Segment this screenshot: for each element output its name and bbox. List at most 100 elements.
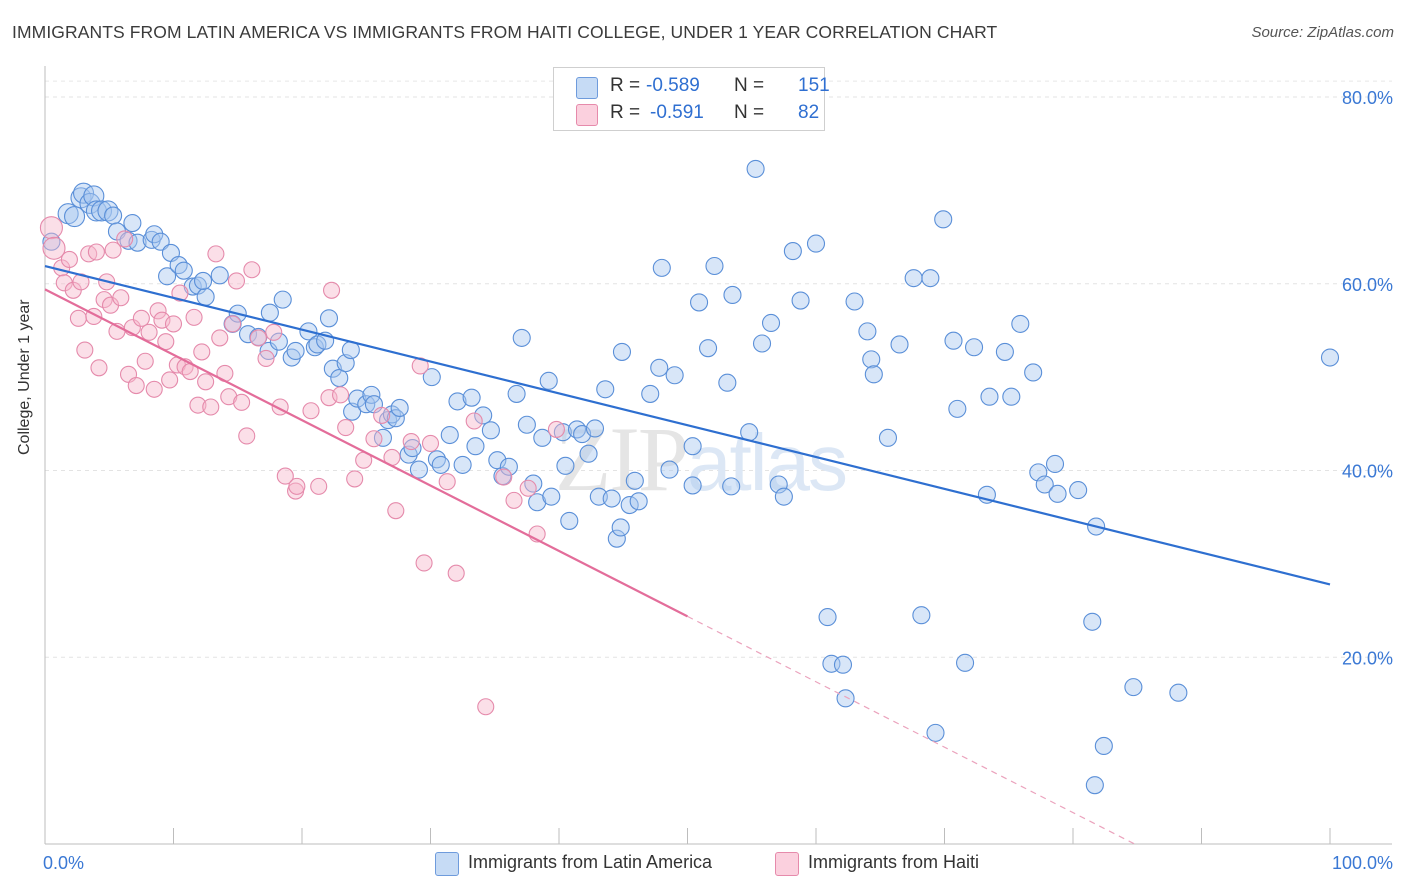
haiti-point — [249, 329, 267, 347]
latin-america-point — [585, 419, 605, 438]
haiti-point — [265, 323, 283, 341]
watermark: ZIPatlas — [555, 408, 848, 510]
latin-america-point — [858, 322, 877, 341]
latin-america-point — [1083, 612, 1102, 631]
latin-america-point — [934, 210, 953, 229]
latin-america-point — [453, 455, 472, 474]
latin-america-point — [612, 342, 632, 361]
haiti-point — [227, 272, 246, 290]
latin-america-point — [499, 457, 518, 476]
latin-america-point — [845, 292, 864, 311]
series-latin-america-points — [42, 159, 1340, 795]
latin-america-point — [625, 471, 644, 490]
haiti-point — [495, 468, 513, 486]
haiti-point — [116, 230, 134, 248]
latin-america-point — [683, 437, 702, 456]
latin-america-point — [818, 608, 837, 627]
legend-r-value: -0.591 — [650, 102, 704, 123]
legend-r-label: R = — [610, 102, 641, 123]
haiti-point — [310, 477, 328, 495]
latin-america-point — [722, 477, 741, 496]
haiti-point — [438, 473, 456, 491]
latin-america-point — [104, 206, 123, 225]
grid-lines — [45, 80, 1392, 658]
latin-america-point — [602, 489, 621, 508]
latin-america-point — [373, 428, 393, 447]
latin-america-point — [507, 384, 526, 403]
haiti-point — [76, 341, 94, 359]
latin-america-point — [64, 205, 86, 228]
y-tick-label: 60.0% — [1342, 275, 1393, 295]
latin-america-point — [462, 388, 481, 407]
latin-america-point — [1048, 484, 1067, 503]
latin-america-point — [448, 392, 467, 411]
latin-america-point — [629, 492, 648, 511]
latin-america-point — [1085, 776, 1104, 795]
latin-america-point — [512, 328, 531, 347]
haiti-point — [189, 396, 207, 414]
haiti-point — [276, 467, 294, 485]
legend-swatch-latin-america — [576, 77, 598, 99]
latin-america-point — [210, 266, 229, 285]
latin-america-point — [556, 456, 575, 475]
haiti-point — [171, 284, 189, 302]
latin-america-point — [1002, 387, 1021, 406]
haiti-point — [60, 250, 78, 269]
bottom-legend-label: Immigrants from Haiti — [808, 852, 980, 872]
haiti-point — [373, 406, 391, 424]
haiti-point — [387, 502, 405, 520]
latin-america-point — [1011, 314, 1030, 333]
latin-america-point — [926, 723, 945, 742]
haiti-point — [39, 216, 63, 240]
latin-america-point — [196, 287, 215, 306]
chart-source: Source: ZipAtlas.com — [1251, 24, 1394, 41]
latin-america-point — [542, 487, 561, 506]
latin-america-point — [611, 518, 630, 537]
x-tick-label: 0.0% — [43, 853, 84, 873]
latin-america-point — [97, 200, 119, 222]
latin-america-point — [783, 242, 802, 261]
latin-america-point — [652, 258, 671, 277]
y-tick-label: 40.0% — [1342, 462, 1393, 482]
haiti-point — [346, 470, 364, 488]
latin-america-point — [948, 399, 967, 418]
haiti-point — [220, 388, 238, 406]
trend-line-latin-america — [44, 264, 1331, 586]
latin-america-point — [1045, 454, 1065, 474]
latin-america-point — [151, 232, 170, 251]
latin-america-point — [440, 425, 459, 445]
haiti-point — [112, 289, 130, 307]
haiti-point — [87, 243, 105, 261]
latin-america-point — [705, 256, 724, 276]
latin-america-point — [286, 341, 305, 361]
haiti-point — [207, 245, 225, 263]
haiti-point — [365, 430, 383, 448]
haiti-point — [224, 315, 242, 333]
latin-america-point — [90, 200, 113, 222]
haiti-point — [193, 343, 211, 361]
haiti-point — [140, 323, 158, 341]
latin-america-point — [806, 234, 826, 253]
latin-america-point — [73, 182, 95, 204]
latin-america-point — [1024, 363, 1043, 382]
latin-america-point — [774, 487, 793, 506]
haiti-point — [233, 393, 251, 411]
latin-america-point — [791, 291, 810, 310]
latin-america-point — [650, 358, 669, 377]
haiti-point — [302, 402, 320, 420]
latin-america-point — [921, 269, 940, 288]
latin-america-point — [1169, 683, 1188, 702]
y-tick-label: 80.0% — [1342, 88, 1393, 108]
latin-america-point — [481, 421, 500, 440]
latin-america-point — [169, 256, 188, 275]
latin-america-point — [1035, 475, 1054, 494]
legend-r-label: R = — [610, 75, 641, 96]
latin-america-point — [174, 261, 193, 280]
haiti-point — [331, 386, 350, 404]
latin-america-point — [683, 476, 702, 495]
trend-line-haiti — [44, 288, 688, 618]
haiti-point — [447, 564, 465, 582]
latin-america-point — [761, 313, 781, 333]
x-tick-label: 100.0% — [1332, 853, 1393, 873]
latin-america-point — [128, 233, 147, 252]
